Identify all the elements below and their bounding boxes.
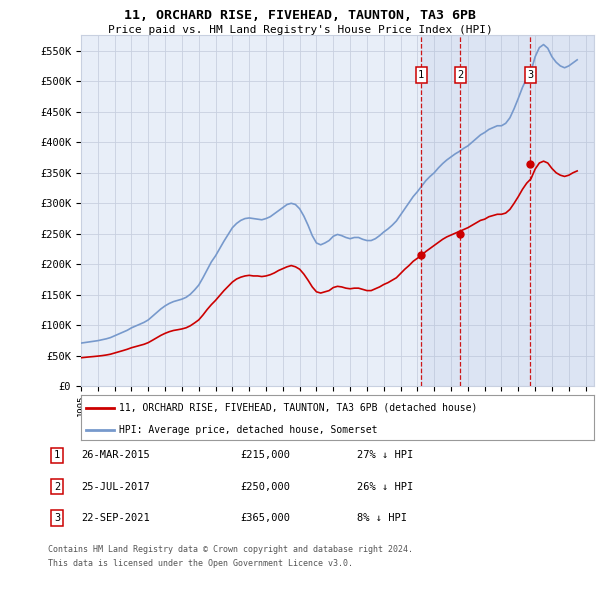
Text: HPI: Average price, detached house, Somerset: HPI: Average price, detached house, Some… — [119, 425, 378, 435]
Text: Contains HM Land Registry data © Crown copyright and database right 2024.: Contains HM Land Registry data © Crown c… — [48, 545, 413, 555]
Text: 1: 1 — [54, 451, 60, 460]
Text: 3: 3 — [54, 513, 60, 523]
Text: Price paid vs. HM Land Registry's House Price Index (HPI): Price paid vs. HM Land Registry's House … — [107, 25, 493, 35]
Text: 2: 2 — [54, 482, 60, 491]
Text: 26-MAR-2015: 26-MAR-2015 — [81, 451, 150, 460]
Text: £365,000: £365,000 — [240, 513, 290, 523]
Text: 25-JUL-2017: 25-JUL-2017 — [81, 482, 150, 491]
Text: 8% ↓ HPI: 8% ↓ HPI — [357, 513, 407, 523]
Text: 3: 3 — [527, 70, 533, 80]
Text: 2: 2 — [457, 70, 464, 80]
Text: 1: 1 — [418, 70, 424, 80]
Text: 11, ORCHARD RISE, FIVEHEAD, TAUNTON, TA3 6PB: 11, ORCHARD RISE, FIVEHEAD, TAUNTON, TA3… — [124, 9, 476, 22]
Text: 22-SEP-2021: 22-SEP-2021 — [81, 513, 150, 523]
Text: 27% ↓ HPI: 27% ↓ HPI — [357, 451, 413, 460]
Text: This data is licensed under the Open Government Licence v3.0.: This data is licensed under the Open Gov… — [48, 559, 353, 568]
Text: £250,000: £250,000 — [240, 482, 290, 491]
Text: 26% ↓ HPI: 26% ↓ HPI — [357, 482, 413, 491]
Text: 11, ORCHARD RISE, FIVEHEAD, TAUNTON, TA3 6PB (detached house): 11, ORCHARD RISE, FIVEHEAD, TAUNTON, TA3… — [119, 403, 478, 412]
Text: £215,000: £215,000 — [240, 451, 290, 460]
Bar — [421, 35, 594, 386]
